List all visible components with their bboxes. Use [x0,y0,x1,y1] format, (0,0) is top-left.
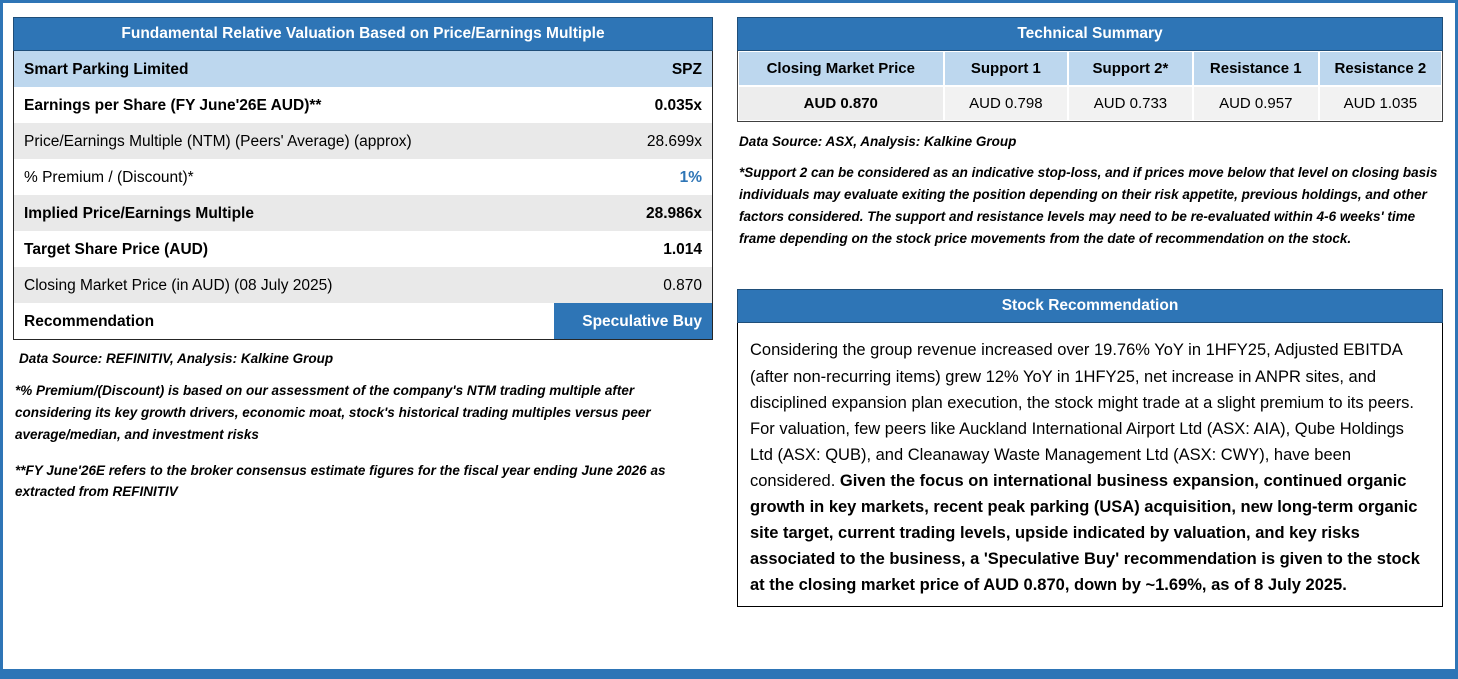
bottom-accent-bar [3,669,1455,676]
technical-data-source: Data Source: ASX, Analysis: Kalkine Grou… [739,134,1017,149]
resistance-2-cell: AUD 1.035 [1318,86,1442,121]
implied-pe-label: Implied Price/Earnings Multiple [24,204,254,222]
fy-estimate-footnote: **FY June'26E refers to the broker conse… [15,462,666,500]
premium-discount-value: 1% [679,168,702,186]
recommendation-text-regular: Considering the group revenue increased … [750,341,1415,490]
right-column: Technical Summary Closing Market Price S… [737,17,1443,608]
table-row-target-price: Target Share Price (AUD) 1.014 [14,231,712,267]
eps-value: 0.035x [654,96,702,114]
recommendation-badge: Speculative Buy [554,303,712,339]
valuation-panel: Fundamental Relative Valuation Based on … [13,17,713,607]
closing-price-label: Closing Market Price (in AUD) (08 July 2… [24,276,333,294]
table-row-recommendation: Recommendation Speculative Buy [14,303,712,339]
support-1-cell: AUD 0.798 [943,86,1069,121]
technical-summary-table: Closing Market Price Support 1 Support 2… [737,51,1443,122]
pe-multiple-label: Price/Earnings Multiple (NTM) (Peers' Av… [24,132,412,150]
ticker-symbol: SPZ [671,60,702,78]
premium-discount-footnote: *% Premium/(Discount) is based on our as… [15,383,651,442]
support-2-footnote: *Support 2 can be considered as an indic… [739,165,1438,246]
technical-summary-panel: Technical Summary Closing Market Price S… [737,17,1443,249]
col-header-closing-price: Closing Market Price [738,51,944,86]
col-header-support-2: Support 2* [1068,51,1193,86]
closing-price-value: 0.870 [663,276,702,294]
closing-price-cell: AUD 0.870 [738,86,944,121]
support-2-cell: AUD 0.733 [1068,86,1193,121]
table-row-premium-discount: % Premium / (Discount)* 1% [14,159,712,195]
valuation-data-source: Data Source: REFINITIV, Analysis: Kalkin… [19,351,334,366]
valuation-table: Smart Parking Limited SPZ Earnings per S… [13,51,713,340]
stock-recommendation-panel: Stock Recommendation Considering the gro… [737,289,1443,608]
table-row-pe-multiple: Price/Earnings Multiple (NTM) (Peers' Av… [14,123,712,159]
pe-multiple-value: 28.699x [646,132,702,150]
technical-summary-title: Technical Summary [737,17,1443,51]
table-row-implied-pe: Implied Price/Earnings Multiple 28.986x [14,195,712,231]
recommendation-label: Recommendation [24,312,155,330]
table-row-eps: Earnings per Share (FY June'26E AUD)** 0… [14,87,712,123]
recommendation-text-bold: Given the focus on international busines… [750,471,1420,594]
premium-discount-label: % Premium / (Discount)* [24,168,194,186]
report-content: Fundamental Relative Valuation Based on … [3,3,1455,608]
company-name: Smart Parking Limited [24,60,189,78]
table-row-company: Smart Parking Limited SPZ [14,51,712,87]
col-header-resistance-2: Resistance 2 [1318,51,1442,86]
stock-recommendation-body: Considering the group revenue increased … [737,323,1443,608]
stock-recommendation-title: Stock Recommendation [737,289,1443,324]
resistance-1-cell: AUD 0.957 [1192,86,1319,121]
col-header-resistance-1: Resistance 1 [1192,51,1319,86]
target-price-value: 1.014 [663,240,702,258]
table-row-closing-price: Closing Market Price (in AUD) (08 July 2… [14,267,712,303]
valuation-title: Fundamental Relative Valuation Based on … [13,17,713,51]
col-header-support-1: Support 1 [943,51,1069,86]
target-price-label: Target Share Price (AUD) [24,240,209,258]
eps-label: Earnings per Share (FY June'26E AUD)** [24,96,322,114]
implied-pe-value: 28.986x [645,204,702,222]
